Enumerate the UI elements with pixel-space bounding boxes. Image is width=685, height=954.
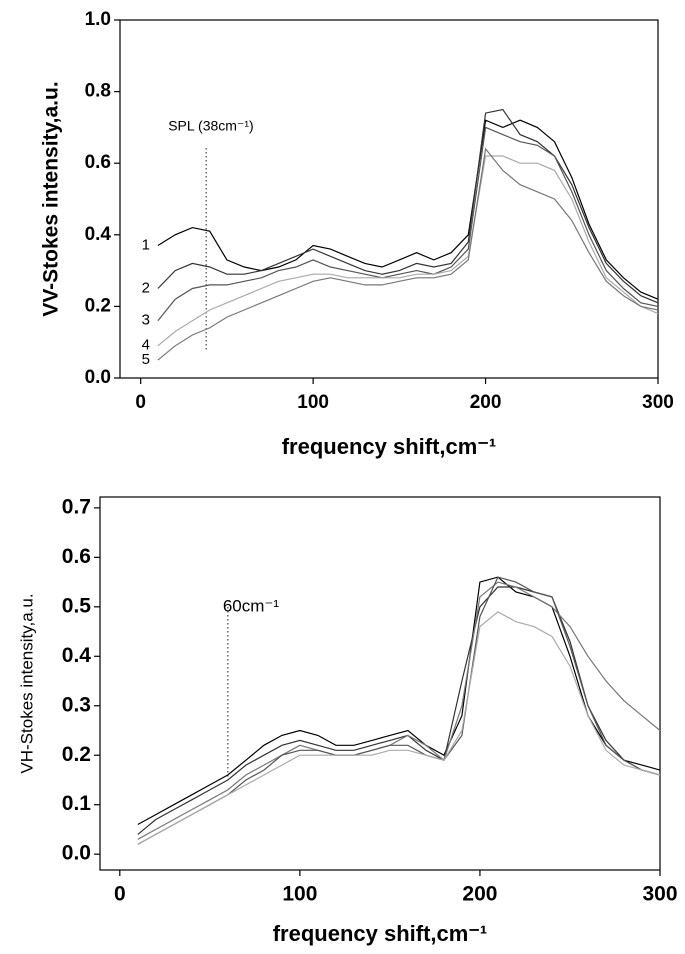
series-line [157,126,659,322]
series-line [157,155,659,347]
y-tick-label: 0.6 [85,152,111,173]
series-label: 2 [142,279,150,296]
x-tick-label: 300 [642,392,674,413]
x-axis-title: frequency shift,cm⁻¹ [273,921,488,946]
y-tick-label: 0.0 [62,842,91,865]
x-tick-label: 0 [135,392,146,413]
annotation-text: 60cm⁻¹ [223,596,280,615]
x-tick-label: 200 [462,883,497,906]
annotation-text: SPL (38cm⁻¹) [168,118,253,134]
series-line [157,108,659,304]
series-label: 3 [142,312,150,329]
series-label: 4 [142,337,150,354]
y-tick-label: 0.7 [62,495,91,518]
y-tick-label: 0.3 [62,693,91,716]
series-line [157,147,659,361]
y-tick-label: 0.2 [85,295,111,316]
x-tick-label: 100 [297,392,329,413]
y-tick-label: 0.4 [62,644,92,667]
x-tick-label: 100 [282,883,317,906]
y-tick-label: 1.0 [85,9,111,30]
series-line [137,611,661,845]
y-axis-title: VH-Stokes intensity,a.u. [17,593,36,773]
x-tick-label: 200 [470,392,502,413]
series-label: 1 [142,237,150,254]
series-line [157,119,659,300]
series-line [137,576,661,826]
series-label: 5 [142,351,150,368]
series-line [137,576,661,845]
y-tick-label: 0.6 [62,545,91,568]
y-tick-label: 0.2 [62,743,91,766]
x-tick-label: 0 [114,883,126,906]
y-tick-label: 0.0 [85,367,111,388]
y-tick-label: 0.5 [62,594,92,617]
y-tick-label: 0.8 [85,81,111,102]
plot-frame [119,19,659,379]
y-tick-label: 0.4 [85,224,112,245]
y-axis-title: VV-Stokes intensity,a.u. [40,81,63,316]
series-line [137,581,661,840]
x-tick-label: 300 [642,883,677,906]
x-axis-title: frequency shift,cm⁻¹ [282,434,497,459]
plot-frame [99,496,661,871]
series-line [137,586,661,835]
y-tick-label: 0.1 [62,792,92,815]
